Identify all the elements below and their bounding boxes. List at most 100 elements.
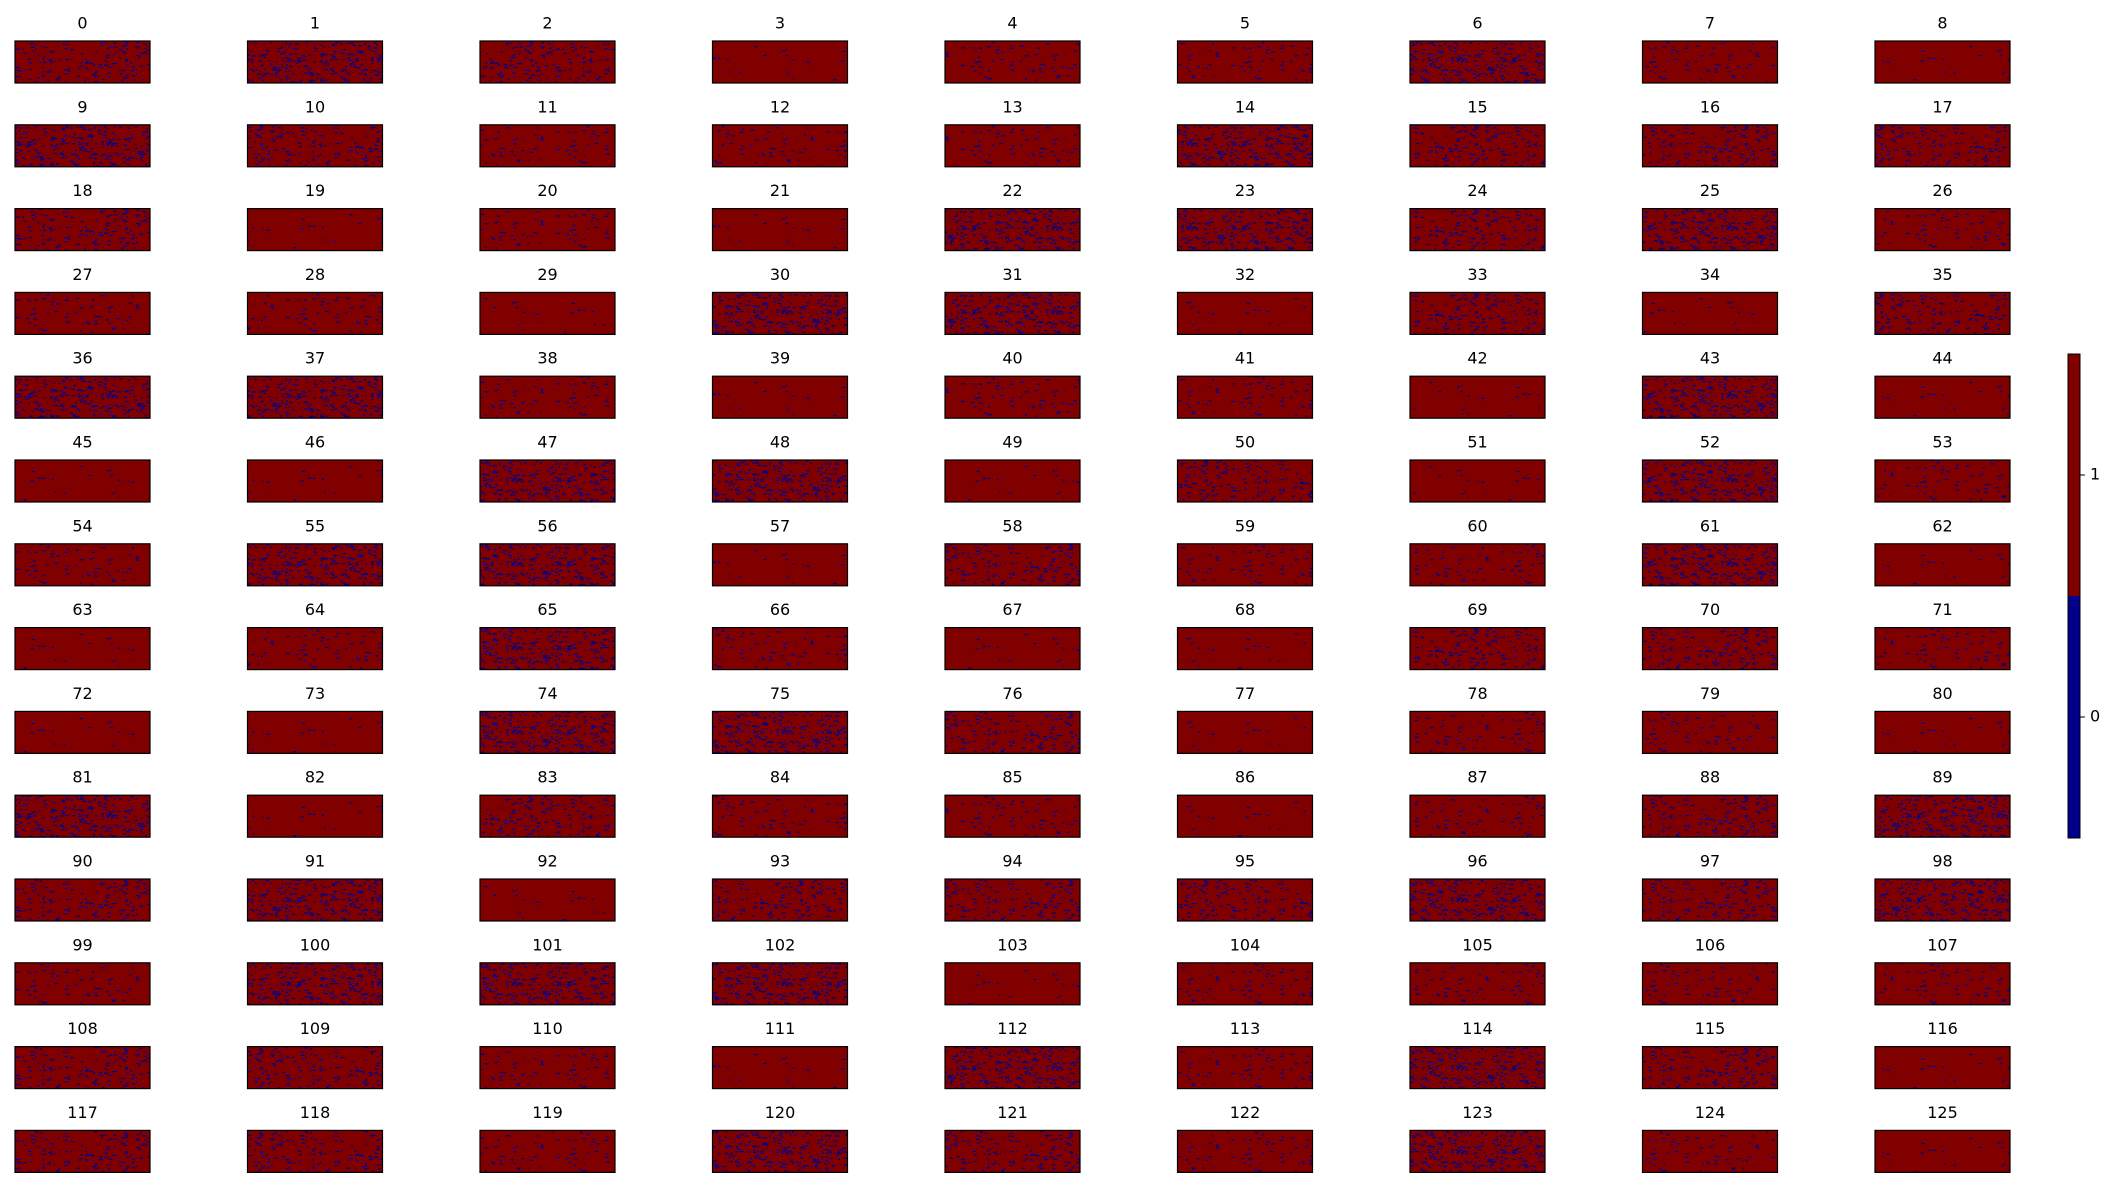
panel-title: 71 [1932, 600, 1952, 619]
panel-title: 34 [1700, 265, 1720, 284]
panel-title: 25 [1700, 181, 1720, 200]
panel-title: 78 [1467, 684, 1487, 703]
panel-title: 19 [305, 181, 325, 200]
panel-title: 80 [1932, 684, 1952, 703]
heatmap-panel [1641, 626, 1779, 671]
heatmap-panel [1641, 459, 1779, 503]
heatmap-panel [1409, 878, 1546, 922]
heatmap-panel [1874, 1129, 2011, 1174]
panel-title: 44 [1932, 349, 1952, 368]
heatmap-panel [14, 626, 151, 671]
heatmap-panel [1874, 962, 2011, 1006]
panel-title: 87 [1467, 768, 1487, 787]
heatmap-panel [479, 962, 616, 1006]
panel-title: 83 [537, 768, 557, 787]
panel-title: 0 [77, 14, 87, 33]
panel-title: 39 [770, 349, 790, 368]
panel-title: 60 [1467, 516, 1487, 535]
heatmap-panel [1409, 40, 1546, 84]
panel-title: 20 [537, 181, 557, 200]
panel-title: 92 [537, 852, 557, 871]
heatmap-panel [1176, 794, 1314, 838]
heatmap-panel [1874, 794, 2011, 838]
heatmap-panel [1641, 710, 1779, 755]
panel-title: 8 [1937, 14, 1947, 33]
heatmap-panel [479, 794, 616, 838]
heatmap-panel [246, 375, 384, 419]
panel-title: 22 [1002, 181, 1022, 200]
panel-title: 49 [1002, 433, 1022, 452]
heatmap-panel [1641, 962, 1779, 1006]
panel-title: 118 [300, 1103, 331, 1122]
heatmap-panel [944, 124, 1081, 168]
heatmap-panel [711, 710, 849, 755]
heatmap-panel [1409, 626, 1546, 671]
heatmap-panel [14, 291, 151, 335]
heatmap-panel [14, 1045, 151, 1090]
heatmap-panel [1874, 40, 2011, 84]
panel-title: 50 [1235, 433, 1255, 452]
panel-title: 77 [1235, 684, 1255, 703]
panel-title: 116 [1927, 1019, 1958, 1038]
heatmap-panel [1176, 40, 1314, 84]
panel-title: 89 [1932, 768, 1952, 787]
panel-title: 122 [1230, 1103, 1261, 1122]
panel-title: 73 [305, 684, 325, 703]
colorbar-tick-label: 1 [2090, 465, 2100, 484]
panel-title: 98 [1932, 852, 1952, 871]
panel-title: 28 [305, 265, 325, 284]
heatmap-panel [944, 291, 1081, 335]
heatmap-panel [944, 626, 1081, 671]
panel-title: 57 [770, 516, 790, 535]
heatmap-panel [246, 459, 384, 503]
panel-title: 105 [1462, 935, 1493, 954]
heatmap-panel [711, 962, 849, 1006]
heatmap-panel [1409, 124, 1546, 168]
heatmap-panel [246, 962, 384, 1006]
panel-title: 5 [1240, 14, 1250, 33]
panel-title: 35 [1932, 265, 1952, 284]
panel-title: 33 [1467, 265, 1487, 284]
heatmap-panel [1176, 543, 1314, 587]
heatmap-panel [1176, 962, 1314, 1006]
heatmap-panel [1874, 543, 2011, 587]
panel-title: 14 [1235, 97, 1255, 116]
heatmap-panel [14, 40, 151, 84]
heatmap-panel [711, 208, 849, 252]
heatmap-panel [246, 1045, 384, 1090]
heatmap-panel [14, 1129, 151, 1174]
heatmap-panel [1176, 459, 1314, 503]
heatmap-panel [944, 710, 1081, 755]
panel-title: 96 [1467, 852, 1487, 871]
panel-title: 119 [532, 1103, 563, 1122]
colorbar-tick-label: 0 [2090, 707, 2100, 726]
heatmap-panel [1874, 710, 2011, 755]
panel-title: 88 [1700, 768, 1720, 787]
heatmap-panel [944, 794, 1081, 838]
heatmap-panel [479, 124, 616, 168]
panel-title: 125 [1927, 1103, 1958, 1122]
colorbar-frame [2067, 353, 2081, 839]
panel-title: 82 [305, 768, 325, 787]
panel-title: 36 [72, 349, 92, 368]
heatmap-panel [479, 208, 616, 252]
panel-title: 48 [770, 433, 790, 452]
panel-title: 111 [765, 1019, 796, 1038]
heatmap-panel [479, 375, 616, 419]
heatmap-panel [1874, 291, 2011, 335]
panel-title: 117 [67, 1103, 98, 1122]
panel-title: 46 [305, 433, 325, 452]
heatmap-panel [1641, 1129, 1779, 1174]
heatmap-panel [1409, 794, 1546, 838]
panel-title: 64 [305, 600, 325, 619]
heatmap-panel [711, 1129, 849, 1174]
panel-title: 55 [305, 516, 325, 535]
panel-title: 121 [997, 1103, 1028, 1122]
heatmap-panel [1409, 1045, 1546, 1090]
heatmap-panel [944, 878, 1081, 922]
heatmap-panel [944, 459, 1081, 503]
panel-title: 86 [1235, 768, 1255, 787]
panel-title: 52 [1700, 433, 1720, 452]
heatmap-panel [1874, 124, 2011, 168]
heatmap-panel [1176, 124, 1314, 168]
